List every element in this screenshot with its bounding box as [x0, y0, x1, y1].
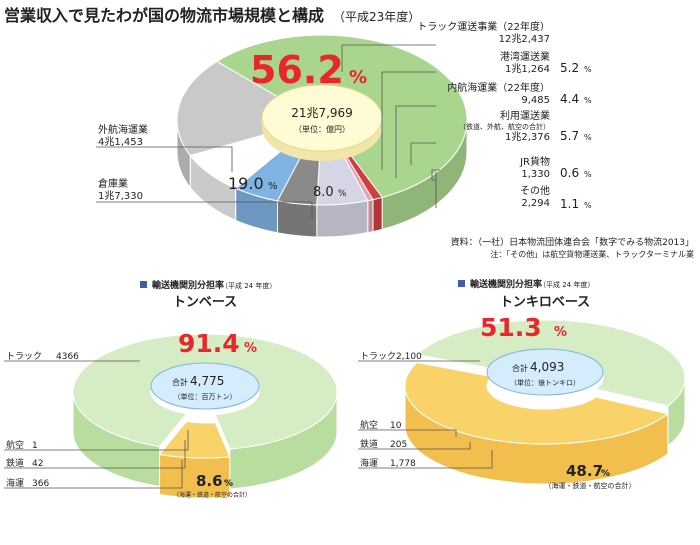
market-size-pie: 21兆7,969 （単位：億円） 56.2 % 19.0 % 8.0 % 外航海…: [96, 20, 694, 259]
intl-sea-value: 4兆1,453: [98, 136, 143, 148]
ton-other-percent-unit: %: [224, 479, 233, 489]
ton-other-percent: 8.6: [196, 472, 223, 490]
jr-percent-unit: %: [584, 170, 592, 179]
ton-air-value: 1: [32, 441, 38, 451]
tonkilo-truck-percent-big: 51.3: [480, 313, 542, 342]
tonkilo-center-disc: [486, 348, 604, 396]
warehouse-percent-unit: %: [338, 189, 347, 199]
ton-center-unit: （単位：百万トン）: [174, 392, 237, 401]
intl-sea-percent: 19.0: [228, 174, 264, 193]
bullet-square-icon: [458, 280, 465, 287]
tonkilo-center-unit: （単位：億トンキロ）: [510, 378, 580, 387]
tonkilo-other-percent-unit: %: [601, 469, 610, 479]
port-percent-unit: %: [584, 65, 592, 74]
forwarding-label: 利用運送業: [500, 109, 550, 122]
ton-other-slice: [158, 421, 231, 459]
tonkilo-center-total-label: 合計: [512, 363, 528, 373]
ton-rail-label: 鉄道: [6, 457, 24, 469]
coastal-value: 9,485: [521, 95, 550, 106]
section-title-right: 輸送機関別分担率: [470, 278, 542, 290]
tonkilo-air-label: 航空: [360, 419, 378, 431]
tonkilo-rail-value: 205: [390, 440, 407, 450]
jr-percent: 0.6: [560, 166, 579, 180]
page-title-year: （平成23年度）: [333, 9, 420, 24]
ton-air-label: 航空: [6, 439, 24, 451]
top-center-side: [262, 118, 382, 161]
tonkilo-leader-lines: [358, 360, 493, 469]
truck-percent-unit: %: [349, 67, 367, 88]
tonkilo-center-total: 4,093: [530, 360, 564, 374]
other-percent: 1.1: [560, 197, 579, 211]
coastal-label: 内航海運業（22年度）: [447, 81, 550, 94]
top-center-unit: （単位：億円）: [294, 124, 350, 134]
top-slice-side-3: [316, 200, 369, 238]
section-year-left: （平成 24 年度）: [221, 281, 276, 290]
jr-label: JR貨物: [519, 155, 550, 168]
other-label: その他: [520, 184, 550, 197]
tonkilo-sea-label: 海運: [360, 457, 378, 469]
ton-base-title: トンベース: [173, 295, 237, 310]
warehouse-label: 倉庫業: [98, 177, 128, 190]
port-percent: 5.2: [560, 61, 579, 75]
tonkilo-air-value: 10: [390, 421, 402, 431]
forwarding-percent-unit: %: [584, 133, 592, 142]
ton-center-total-label: 合計: [172, 377, 188, 387]
ton-center-disc: [150, 362, 260, 410]
truck-label: トラック運送事業（22年度）: [417, 20, 550, 33]
ton-sea-label: 海運: [6, 477, 24, 489]
tonkilo-other-slice: [404, 361, 670, 445]
other-note: 注：「その他」は航空貨物運送業、トラックターミナル業: [490, 249, 694, 259]
top-leader-lines: [96, 44, 440, 218]
truck-value: 12兆2,437: [499, 33, 550, 45]
top-slice-side-5: [372, 196, 383, 233]
tonkilo-other-percent: 48.7: [566, 462, 603, 480]
ton-leader-lines: [4, 360, 189, 489]
tonkilo-sea-value: 1,778: [390, 459, 416, 469]
tonkilo-base-title: トンキロベース: [500, 295, 590, 310]
top-center-total: 21兆7,969: [291, 106, 353, 120]
bullet-square-icon: [140, 281, 147, 288]
ton-other-note: （海運・鉄道・航空の合計）: [173, 491, 251, 499]
truck-percent-big: 56.2: [250, 48, 344, 92]
intl-sea-label: 外航海運業: [98, 123, 148, 136]
ton-rail-value: 42: [32, 459, 43, 469]
forwarding-sublabel: （鉄道、外航、航空の合計）: [459, 122, 550, 131]
ton-truck-percent-unit: %: [244, 341, 257, 356]
tonkilo-truck-value: 2,100: [396, 352, 422, 362]
top-slice-side-4: [367, 198, 374, 234]
intl-sea-percent-unit: %: [268, 181, 278, 192]
other-value: 2,294: [521, 198, 550, 209]
section-year-right: （平成 24 年度）: [539, 280, 594, 289]
tonkilo-other-note: （海運・鉄道・航空の合計）: [545, 481, 636, 490]
section-title-left: 輸送機関別分担率: [152, 279, 224, 291]
tonkilo-rail-label: 鉄道: [360, 438, 378, 450]
ton-truck-percent-big: 91.4: [178, 329, 240, 358]
top-slice-side-2: [277, 200, 318, 238]
page-title: 営業収入で見たわが国の物流市場規模と構成: [4, 6, 324, 25]
forwarding-percent: 5.7: [560, 129, 579, 143]
ton-base-pie: 輸送機関別分担率 （平成 24 年度） トンベース 91.4 % 合計 4,77…: [4, 279, 338, 499]
forwarding-value: 1兆2,376: [505, 131, 550, 143]
ton-truck-label: トラック: [6, 351, 42, 362]
warehouse-value: 1兆7,330: [98, 190, 143, 202]
coastal-percent: 4.4: [560, 92, 579, 106]
ton-sea-value: 366: [32, 479, 49, 489]
ton-center-total: 4,775: [190, 374, 224, 388]
source-note: 資料：（一社）日本物流団体連合会「数字でみる物流2013」: [451, 236, 694, 248]
port-value: 1兆1,264: [505, 63, 550, 75]
tonkilo-truck-label: トラック: [360, 351, 396, 362]
coastal-percent-unit: %: [584, 96, 592, 105]
warehouse-percent: 8.0: [313, 185, 334, 200]
tonkilo-base-pie: 輸送機関別分担率 （平成 24 年度） トンキロベース 51.3 % 合計 4,…: [358, 278, 686, 490]
port-label: 港湾運送業: [500, 50, 550, 63]
tonkilo-truck-percent-unit: %: [554, 325, 567, 340]
ton-truck-value: 4366: [56, 352, 79, 362]
jr-value: 1,330: [521, 169, 550, 180]
other-percent-unit: %: [584, 201, 592, 210]
